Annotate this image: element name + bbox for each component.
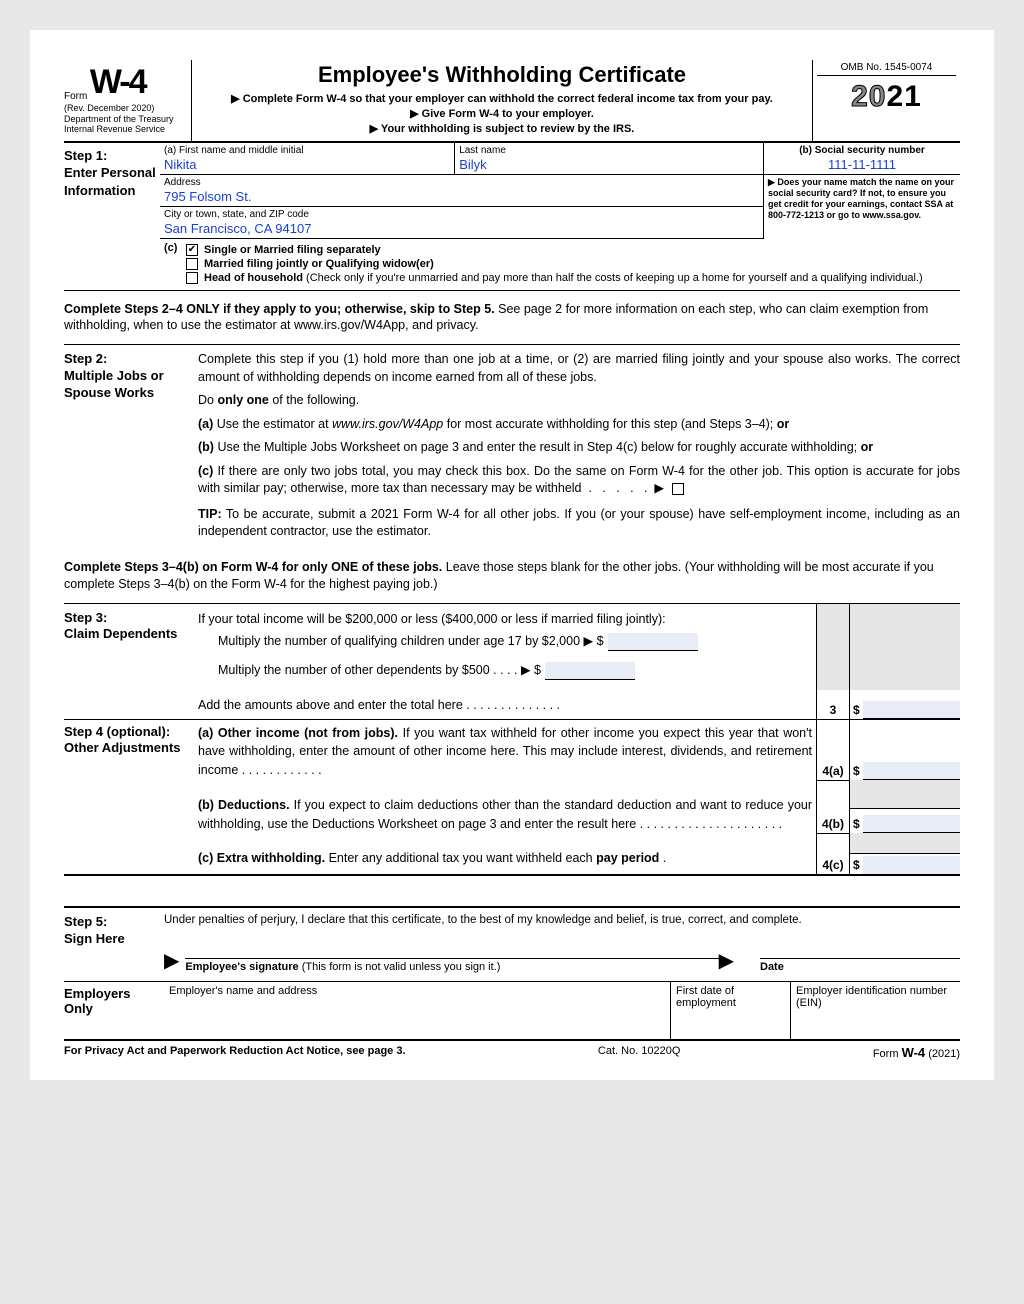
step3-total: Add the amounts above and enter the tota… xyxy=(198,698,560,712)
hoh-checkbox[interactable] xyxy=(186,272,198,284)
form-rev: (Rev. December 2020) xyxy=(64,103,154,113)
step1-step: Step 1: xyxy=(64,148,107,163)
steps-2-4-intro: Complete Steps 2–4 ONLY if they apply to… xyxy=(64,291,960,345)
step4-a: (a) Other income (not from jobs). If you… xyxy=(198,724,812,780)
step3-other-dep-amount[interactable] xyxy=(545,662,635,680)
header-bullet-1: ▶ Complete Form W-4 so that your employe… xyxy=(198,92,806,107)
step5-label: Step 5: Sign Here xyxy=(64,914,164,973)
step2c-checkbox[interactable] xyxy=(672,483,684,495)
step3-children-amount[interactable] xyxy=(608,633,698,651)
footer-mid: Cat. No. 10220Q xyxy=(598,1045,681,1060)
employers-only: Employers Only Employer's name and addre… xyxy=(64,981,960,1041)
city-input[interactable]: San Francisco, CA 94107 xyxy=(164,220,759,237)
dollar-sign: $ xyxy=(850,703,863,719)
step1-label: Step 1: Enter Personal Information xyxy=(64,143,160,290)
step2: Step 2: Multiple Jobs or Spouse Works Co… xyxy=(64,344,960,547)
step4a-num: 4(a) xyxy=(816,720,850,780)
page-footer: For Privacy Act and Paperwork Reduction … xyxy=(64,1041,960,1060)
date-mark: ▶ xyxy=(719,948,734,973)
employer-name-address[interactable]: Employer's name and address xyxy=(164,982,670,1039)
step3-line-num: 3 xyxy=(816,690,850,719)
signature-mark: ▶ xyxy=(164,948,179,973)
omb-number: OMB No. 1545-0074 xyxy=(817,62,956,76)
married-joint-label: Married filing jointly or Qualifying wid… xyxy=(204,258,434,270)
dollar-sign: $ xyxy=(850,817,863,833)
step5-declaration: Under penalties of perjury, I declare th… xyxy=(164,914,960,926)
signature-line[interactable]: Employee's signature (This form is not v… xyxy=(185,958,718,973)
step3-label: Step 3: Claim Dependents xyxy=(64,604,198,690)
step2-b: (b) Use the Multiple Jobs Worksheet on p… xyxy=(198,439,960,457)
employers-label: Employers Only xyxy=(64,982,164,1039)
step2-c: (c) If there are only two jobs total, yo… xyxy=(198,463,960,498)
step4c-amount[interactable] xyxy=(863,856,960,874)
date-line[interactable]: Date xyxy=(760,958,960,973)
step3: Step 3: Claim Dependents If your total i… xyxy=(64,603,960,720)
header-left: Form W-4 (Rev. December 2020) Department… xyxy=(64,60,192,141)
step2-tip: TIP: To be accurate, submit a 2021 Form … xyxy=(198,506,960,541)
single-label: Single or Married filing separately xyxy=(204,244,381,256)
ssn-side-note: ▶ Does your name match the name on your … xyxy=(764,175,960,239)
dollar-sign: $ xyxy=(850,764,863,780)
hoh-label: Head of household (Check only if you're … xyxy=(204,272,923,284)
steps-3-4-intro: Complete Steps 3–4(b) on Form W-4 for on… xyxy=(64,547,960,603)
step3-amt-shade xyxy=(850,604,960,690)
header-middle: Employee's Withholding Certificate ▶ Com… xyxy=(192,60,812,141)
first-date-employment[interactable]: First date of employment xyxy=(670,982,790,1039)
last-name-label: Last name xyxy=(459,145,759,156)
step4b-num: 4(b) xyxy=(816,780,850,834)
step4-label: Step 4 (optional): Other Adjustments xyxy=(64,720,198,780)
step3-total-amount[interactable] xyxy=(863,701,960,719)
form-dept: Department of the Treasury xyxy=(64,114,174,124)
step1: Step 1: Enter Personal Information (a) F… xyxy=(64,143,960,291)
dollar-sign: $ xyxy=(850,858,863,874)
header-bullet-3: ▶ Your withholding is subject to review … xyxy=(198,122,806,137)
form-year: 2021 xyxy=(817,80,956,114)
step4-b: (b) Deductions. If you expect to claim d… xyxy=(198,796,812,834)
form-title: Employee's Withholding Certificate xyxy=(198,62,806,88)
employer-ein[interactable]: Employer identification number (EIN) xyxy=(790,982,960,1039)
step4: Step 4 (optional): Other Adjustments (a)… xyxy=(64,720,960,877)
c-label: (c) xyxy=(164,242,186,286)
step2-p2: Do only one of the following. xyxy=(198,392,960,410)
city-label: City or town, state, and ZIP code xyxy=(164,209,759,220)
year-century: 20 xyxy=(851,80,886,113)
year-yy: 21 xyxy=(887,80,922,113)
footer-right: Form W-4 (2021) xyxy=(873,1045,960,1060)
address-input[interactable]: 795 Folsom St. xyxy=(164,188,759,205)
step5: Step 5: Sign Here Under penalties of per… xyxy=(64,906,960,973)
header-bullet-2: ▶ Give Form W-4 to your employer. xyxy=(198,107,806,122)
form-code: W-4 xyxy=(90,62,146,103)
ssn-input[interactable]: 111-11-1111 xyxy=(768,156,956,173)
step4b-amount[interactable] xyxy=(863,815,960,833)
step3-intro: If your total income will be $200,000 or… xyxy=(198,610,812,629)
step3-line1: Multiply the number of qualifying childr… xyxy=(218,632,604,651)
first-name-label: (a) First name and middle initial xyxy=(164,145,450,156)
form-word: Form xyxy=(64,91,87,103)
form-irs: Internal Revenue Service xyxy=(64,124,165,134)
step1-title: Enter Personal Information xyxy=(64,165,156,198)
step3-num-shade xyxy=(816,604,850,690)
single-checkbox[interactable]: ✔ xyxy=(186,244,198,256)
form-header: Form W-4 (Rev. December 2020) Department… xyxy=(64,60,960,143)
step4c-num: 4(c) xyxy=(816,833,850,874)
step2-a: (a)(a) Use the estimator at www.irs.gov/… xyxy=(198,416,960,434)
step2-label: Step 2: Multiple Jobs or Spouse Works xyxy=(64,351,198,547)
footer-left: For Privacy Act and Paperwork Reduction … xyxy=(64,1045,406,1060)
step3-line2: Multiply the number of other dependents … xyxy=(218,661,541,680)
filing-status: (c) ✔ Single or Married filing separatel… xyxy=(160,239,960,290)
last-name-input[interactable]: Bilyk xyxy=(459,156,759,173)
ssn-label: (b) Social security number xyxy=(768,145,956,156)
step2-p1: Complete this step if you (1) hold more … xyxy=(198,351,960,386)
header-right: OMB No. 1545-0074 2021 xyxy=(812,60,960,141)
first-name-input[interactable]: Nikita xyxy=(164,156,450,173)
step4-c: (c) Extra withholding. Enter any additio… xyxy=(198,849,812,868)
w4-form-page: Form W-4 (Rev. December 2020) Department… xyxy=(30,30,994,1080)
married-joint-checkbox[interactable] xyxy=(186,258,198,270)
step4a-amount[interactable] xyxy=(863,762,960,780)
address-label: Address xyxy=(164,177,759,188)
